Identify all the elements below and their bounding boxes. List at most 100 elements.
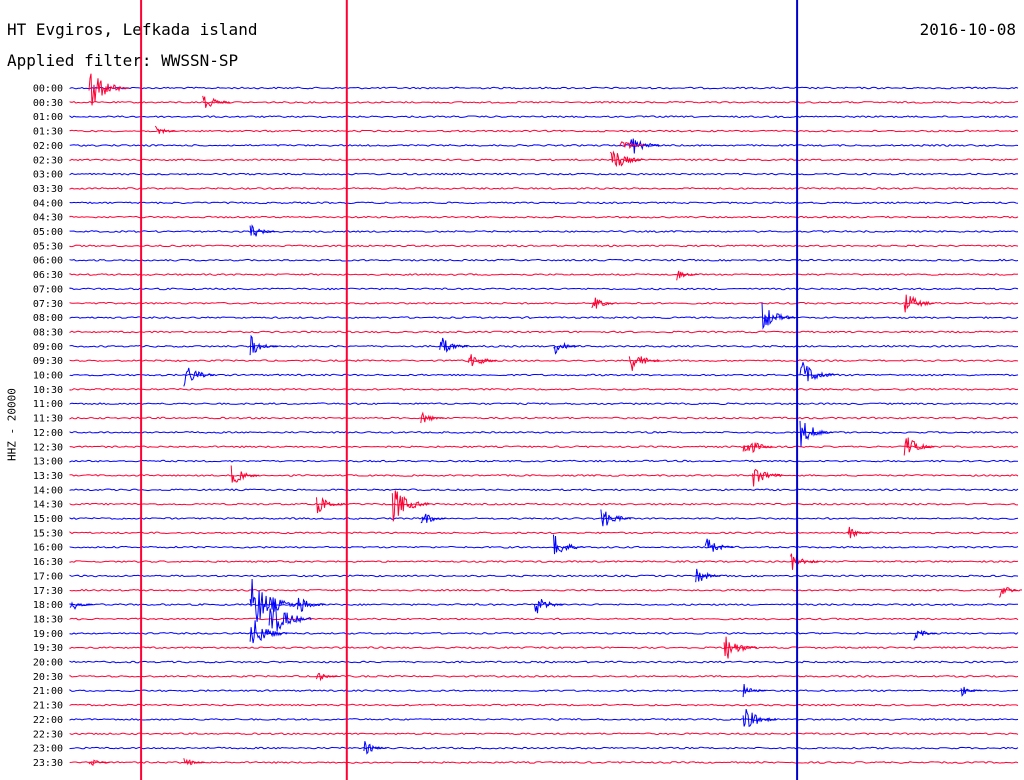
time-tick-label: 16:30 <box>33 557 63 568</box>
seismic-event <box>799 420 834 447</box>
time-tick-label: 06:00 <box>33 256 63 267</box>
trace-line <box>69 387 1019 391</box>
time-tick-label: 13:30 <box>33 471 63 482</box>
seismic-event <box>154 125 177 135</box>
trace-line <box>69 746 1019 750</box>
time-tick-label: 18:00 <box>33 600 63 611</box>
trace-line <box>69 187 1019 190</box>
seismic-event <box>913 629 937 641</box>
seismic-event <box>297 597 326 612</box>
time-tick-label: 15:00 <box>33 514 63 525</box>
time-tick-label: 22:30 <box>33 729 63 740</box>
trace-line <box>69 445 1018 449</box>
trace-line <box>69 373 1019 377</box>
seismic-event <box>619 141 645 150</box>
seismic-event <box>960 686 983 697</box>
trace-line <box>69 631 1019 635</box>
seismic-event <box>723 636 758 659</box>
time-tick-label: 01:00 <box>33 112 63 123</box>
seismic-event <box>249 334 279 356</box>
seismic-event <box>183 758 206 766</box>
trace-line <box>69 301 1019 305</box>
trace-line <box>69 201 1019 205</box>
seismic-event <box>790 553 819 570</box>
seismic-event <box>591 297 617 309</box>
trace-line <box>69 488 1019 492</box>
seismic-event <box>704 538 734 552</box>
seismic-event <box>742 683 767 698</box>
trace-line <box>69 244 1019 248</box>
time-tick-label: 04:30 <box>33 213 63 224</box>
trace-line <box>69 273 1019 276</box>
trace-line <box>69 316 1019 320</box>
trace-line <box>69 761 1019 764</box>
station-title: HT Evgiros, Lefkada island <box>7 20 258 39</box>
time-tick-label: 07:30 <box>33 299 63 310</box>
trace-line <box>69 646 1019 650</box>
trace-line <box>69 574 1019 578</box>
trace-line <box>69 474 1019 477</box>
time-tick-label: 00:00 <box>33 84 63 95</box>
time-tick-label: 18:30 <box>33 614 63 625</box>
trace-line <box>69 359 1019 363</box>
time-tick-label: 20:00 <box>33 658 63 669</box>
trace-line <box>69 402 1019 406</box>
seismic-event <box>88 759 110 766</box>
seismic-event <box>600 509 631 527</box>
trace-line <box>69 129 1019 133</box>
seismic-event <box>249 224 276 237</box>
seismic-event <box>752 468 783 487</box>
time-tick-label: 17:30 <box>33 586 63 597</box>
seismic-event <box>553 534 584 555</box>
time-tick-label: 05:30 <box>33 241 63 252</box>
time-tick-label: 21:30 <box>33 701 63 712</box>
trace-line <box>69 86 1019 90</box>
trace-line <box>69 287 1019 291</box>
seismic-event <box>695 568 722 583</box>
seismic-event <box>553 341 579 355</box>
trace-line <box>69 689 1019 693</box>
time-tick-label: 19:30 <box>33 643 63 654</box>
seismic-event <box>183 367 214 387</box>
date-label: 2016-10-08 <box>919 20 1016 39</box>
seismic-event <box>676 270 698 281</box>
trace-line <box>69 100 1019 104</box>
time-tick-label: 05:00 <box>33 227 63 238</box>
trace-line <box>69 717 1019 721</box>
seismic-event <box>69 601 94 610</box>
time-tick-label: 03:00 <box>33 170 63 181</box>
trace-line <box>69 603 1018 607</box>
time-tick-label: 07:00 <box>33 284 63 295</box>
seismic-event <box>761 302 796 330</box>
time-tick-label: 19:00 <box>33 629 63 640</box>
seismic-event <box>799 362 836 382</box>
seismic-event <box>420 513 446 524</box>
time-tick-label: 03:30 <box>33 184 63 195</box>
seismic-event <box>202 95 231 108</box>
seismic-event <box>230 465 260 483</box>
time-tick-label: 08:00 <box>33 313 63 324</box>
trace-line <box>69 732 1019 736</box>
seismic-event <box>610 150 644 168</box>
trace-line <box>69 459 1018 463</box>
trace-line <box>69 115 1019 119</box>
seismic-event <box>467 354 497 367</box>
trace-line <box>69 230 1019 233</box>
time-tick-label: 16:00 <box>33 543 63 554</box>
trace-line <box>69 172 1019 176</box>
seismic-event <box>420 411 444 424</box>
trace-line <box>69 330 1019 334</box>
time-tick-label: 22:00 <box>33 715 63 726</box>
filter-label: Applied filter: WWSSN-SP <box>7 51 239 70</box>
time-tick-label: 00:30 <box>33 98 63 109</box>
time-tick-label: 23:00 <box>33 744 63 755</box>
seismic-event <box>903 294 935 313</box>
trace-line <box>69 617 1019 621</box>
trace-line <box>69 517 1019 520</box>
time-tick-label: 12:00 <box>33 428 63 439</box>
seismic-event <box>742 442 774 454</box>
time-tick-label: 09:30 <box>33 356 63 367</box>
time-tick-label: 02:30 <box>33 155 63 166</box>
seismic-event <box>268 601 312 632</box>
